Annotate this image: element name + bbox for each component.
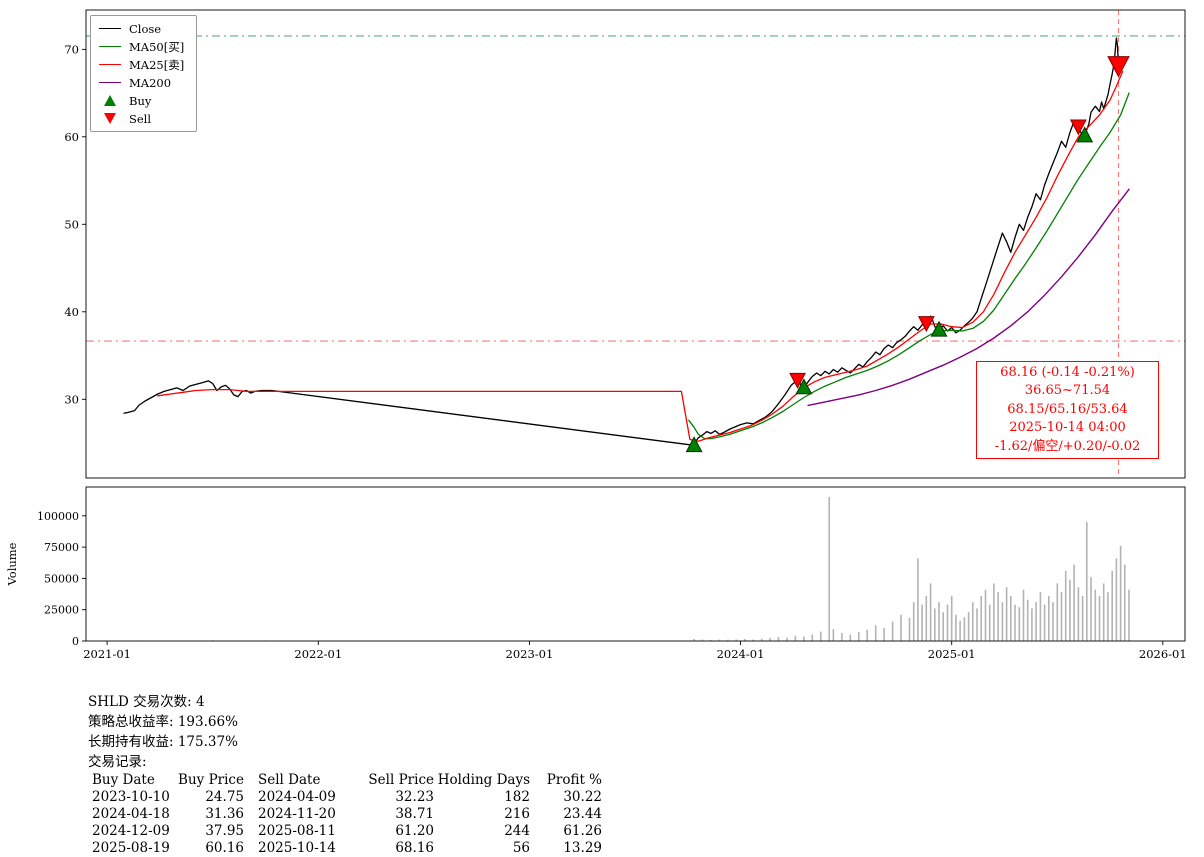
- legend-label: MA200: [129, 75, 172, 90]
- sell-marker: [917, 316, 935, 333]
- annotation-range: 36.65~71.54: [1024, 383, 1111, 399]
- legend-item-ma200: MA200: [99, 75, 184, 90]
- sell-triangle-icon: [104, 113, 116, 124]
- buy-date: 2023-10-10: [92, 789, 170, 805]
- buy-price: 24.75: [205, 789, 244, 805]
- buy-marker: [930, 320, 948, 337]
- price-ytick-label: 30: [64, 392, 79, 406]
- price-ytick-label: 40: [64, 305, 79, 319]
- annotation-price-change: 68.16 (-0.14 -0.21%): [1000, 365, 1135, 380]
- ma50-line: [688, 92, 1130, 440]
- buy-date: 2024-12-09: [92, 823, 170, 839]
- legend-line-swatch: [99, 64, 121, 65]
- xtick-label: 2023-01: [506, 647, 554, 661]
- col-profit-pct: Profit %: [546, 772, 602, 788]
- buy-price: 31.36: [205, 806, 244, 822]
- legend-label: MA50[买]: [129, 39, 185, 54]
- buy-price: 37.95: [205, 823, 244, 839]
- legend-label: Sell: [129, 111, 152, 126]
- sell-price: 32.23: [395, 789, 434, 805]
- legend-item-close: Close: [99, 21, 184, 36]
- holding-days: 182: [504, 789, 530, 805]
- stock-chart-figure: 30 40 50 60 70 0 25000 50000 75000 100000 2021-01 2…: [5, 9, 1187, 661]
- xtick-label: 2024-01: [717, 647, 765, 661]
- buy-marker: [685, 436, 703, 453]
- price-ytick-label: 60: [64, 130, 79, 144]
- stats-trade-count: SHLD 交易次数: 4: [88, 694, 205, 710]
- profit-pct: 61.26: [563, 823, 602, 839]
- price-volume-chart: 30 40 50 60 70 0 25000 50000 75000 100000 2021-01 2…: [5, 9, 1187, 661]
- price-ytick-label: 50: [64, 217, 79, 231]
- buy-date: 2025-08-19: [92, 840, 170, 856]
- stats-strategy-return: 策略总收益率: 193.66%: [88, 714, 238, 730]
- buy-triangle-icon: [104, 95, 116, 106]
- sell-price: 61.20: [395, 823, 434, 839]
- volume-ytick-label: 75000: [44, 541, 79, 554]
- ma200-line: [807, 188, 1130, 407]
- buy-date: 2024-04-18: [92, 806, 170, 822]
- legend-item-buy: Buy: [99, 93, 184, 108]
- sell-marker: [1069, 119, 1087, 136]
- annotation-ma-values: 68.15/65.16/53.64: [1007, 401, 1128, 417]
- legend-label: Close: [129, 21, 162, 36]
- buy-price: 60.16: [205, 840, 244, 856]
- legend-line-swatch: [99, 46, 121, 47]
- close-line: [123, 37, 1120, 446]
- sell-marker: [789, 372, 806, 389]
- holding-days: 56: [512, 840, 530, 856]
- col-buy-date: Buy Date: [92, 772, 155, 788]
- volume-ytick-label: 50000: [44, 572, 79, 585]
- price-panel-border: [85, 9, 1186, 479]
- xtick-label: 2022-01: [294, 647, 342, 661]
- buy-marker: [795, 378, 813, 395]
- legend: Close MA50[买] MA25[卖] MA200 Buy Sell: [90, 15, 198, 132]
- trade-row: 2024-04-18 31.36 2024-11-20 38.71 216 23…: [92, 806, 602, 823]
- volume-ytick-label: 100000: [37, 510, 79, 523]
- stats-trade-log-label: 交易记录:: [88, 754, 147, 770]
- volume-ytick-label: 25000: [44, 604, 79, 617]
- legend-item-sell: Sell: [99, 111, 184, 126]
- stats-block: SHLD 交易次数: 4 策略总收益率: 193.66% 长期持有收益: 175…: [88, 692, 1204, 857]
- sell-date: 2025-08-11: [258, 823, 336, 839]
- holding-days: 216: [504, 806, 530, 822]
- sell-price: 68.16: [395, 840, 434, 856]
- volume-axis-label: Volume: [5, 542, 19, 586]
- sell-date: 2025-10-14: [258, 840, 336, 856]
- sell-marker: [1107, 56, 1130, 78]
- col-sell-price: Sell Price: [368, 772, 434, 788]
- trade-row: 2024-12-09 37.95 2025-08-11 61.20 244 61…: [92, 823, 602, 840]
- legend-line-swatch: [99, 28, 121, 29]
- volume-ytick-label: 0: [72, 635, 79, 648]
- annotation-datetime: 2025-10-14 04:00: [1009, 420, 1126, 436]
- trade-table-header: Buy Date Buy Price Sell Date Sell Price …: [92, 772, 602, 789]
- legend-item-ma50-buy: MA50[买]: [99, 39, 184, 54]
- legend-label: Buy: [129, 93, 152, 108]
- col-holding-days: Holding Days: [437, 772, 530, 788]
- profit-pct: 13.29: [563, 840, 602, 856]
- profit-pct: 23.44: [563, 806, 602, 822]
- quote-annotation-box: 68.16 (-0.14 -0.21%) 36.65~71.54 68.15/6…: [976, 361, 1159, 460]
- legend-line-swatch: [99, 82, 121, 83]
- trade-row: 2025-08-19 60.16 2025-10-14 68.16 56 13.…: [92, 840, 602, 857]
- trade-row: 2023-10-10 24.75 2024-04-09 32.23 182 30…: [92, 789, 602, 806]
- price-ytick-label: 70: [64, 42, 79, 56]
- annotation-signal: -1.62/偏空/+0.20/-0.02: [994, 438, 1141, 454]
- trade-table: Buy Date Buy Price Sell Date Sell Price …: [92, 772, 602, 857]
- sell-date: 2024-11-20: [258, 806, 336, 822]
- legend-label: MA25[卖]: [129, 57, 185, 72]
- profit-pct: 30.22: [563, 789, 602, 805]
- xtick-label: 2026-01: [1139, 647, 1187, 661]
- ma25-line: [157, 70, 1124, 442]
- volume-panel-border: [85, 486, 1186, 642]
- sell-date: 2024-04-09: [258, 789, 336, 805]
- buy-marker: [1076, 126, 1094, 143]
- xtick-label: 2025-01: [928, 647, 976, 661]
- xtick-label: 2021-01: [83, 647, 131, 661]
- holding-days: 244: [504, 823, 530, 839]
- legend-item-ma25-sell: MA25[卖]: [99, 57, 184, 72]
- sell-price: 38.71: [395, 806, 434, 822]
- stats-buyhold-return: 长期持有收益: 175.37%: [88, 734, 238, 750]
- col-buy-price: Buy Price: [178, 772, 244, 788]
- col-sell-date: Sell Date: [258, 772, 321, 788]
